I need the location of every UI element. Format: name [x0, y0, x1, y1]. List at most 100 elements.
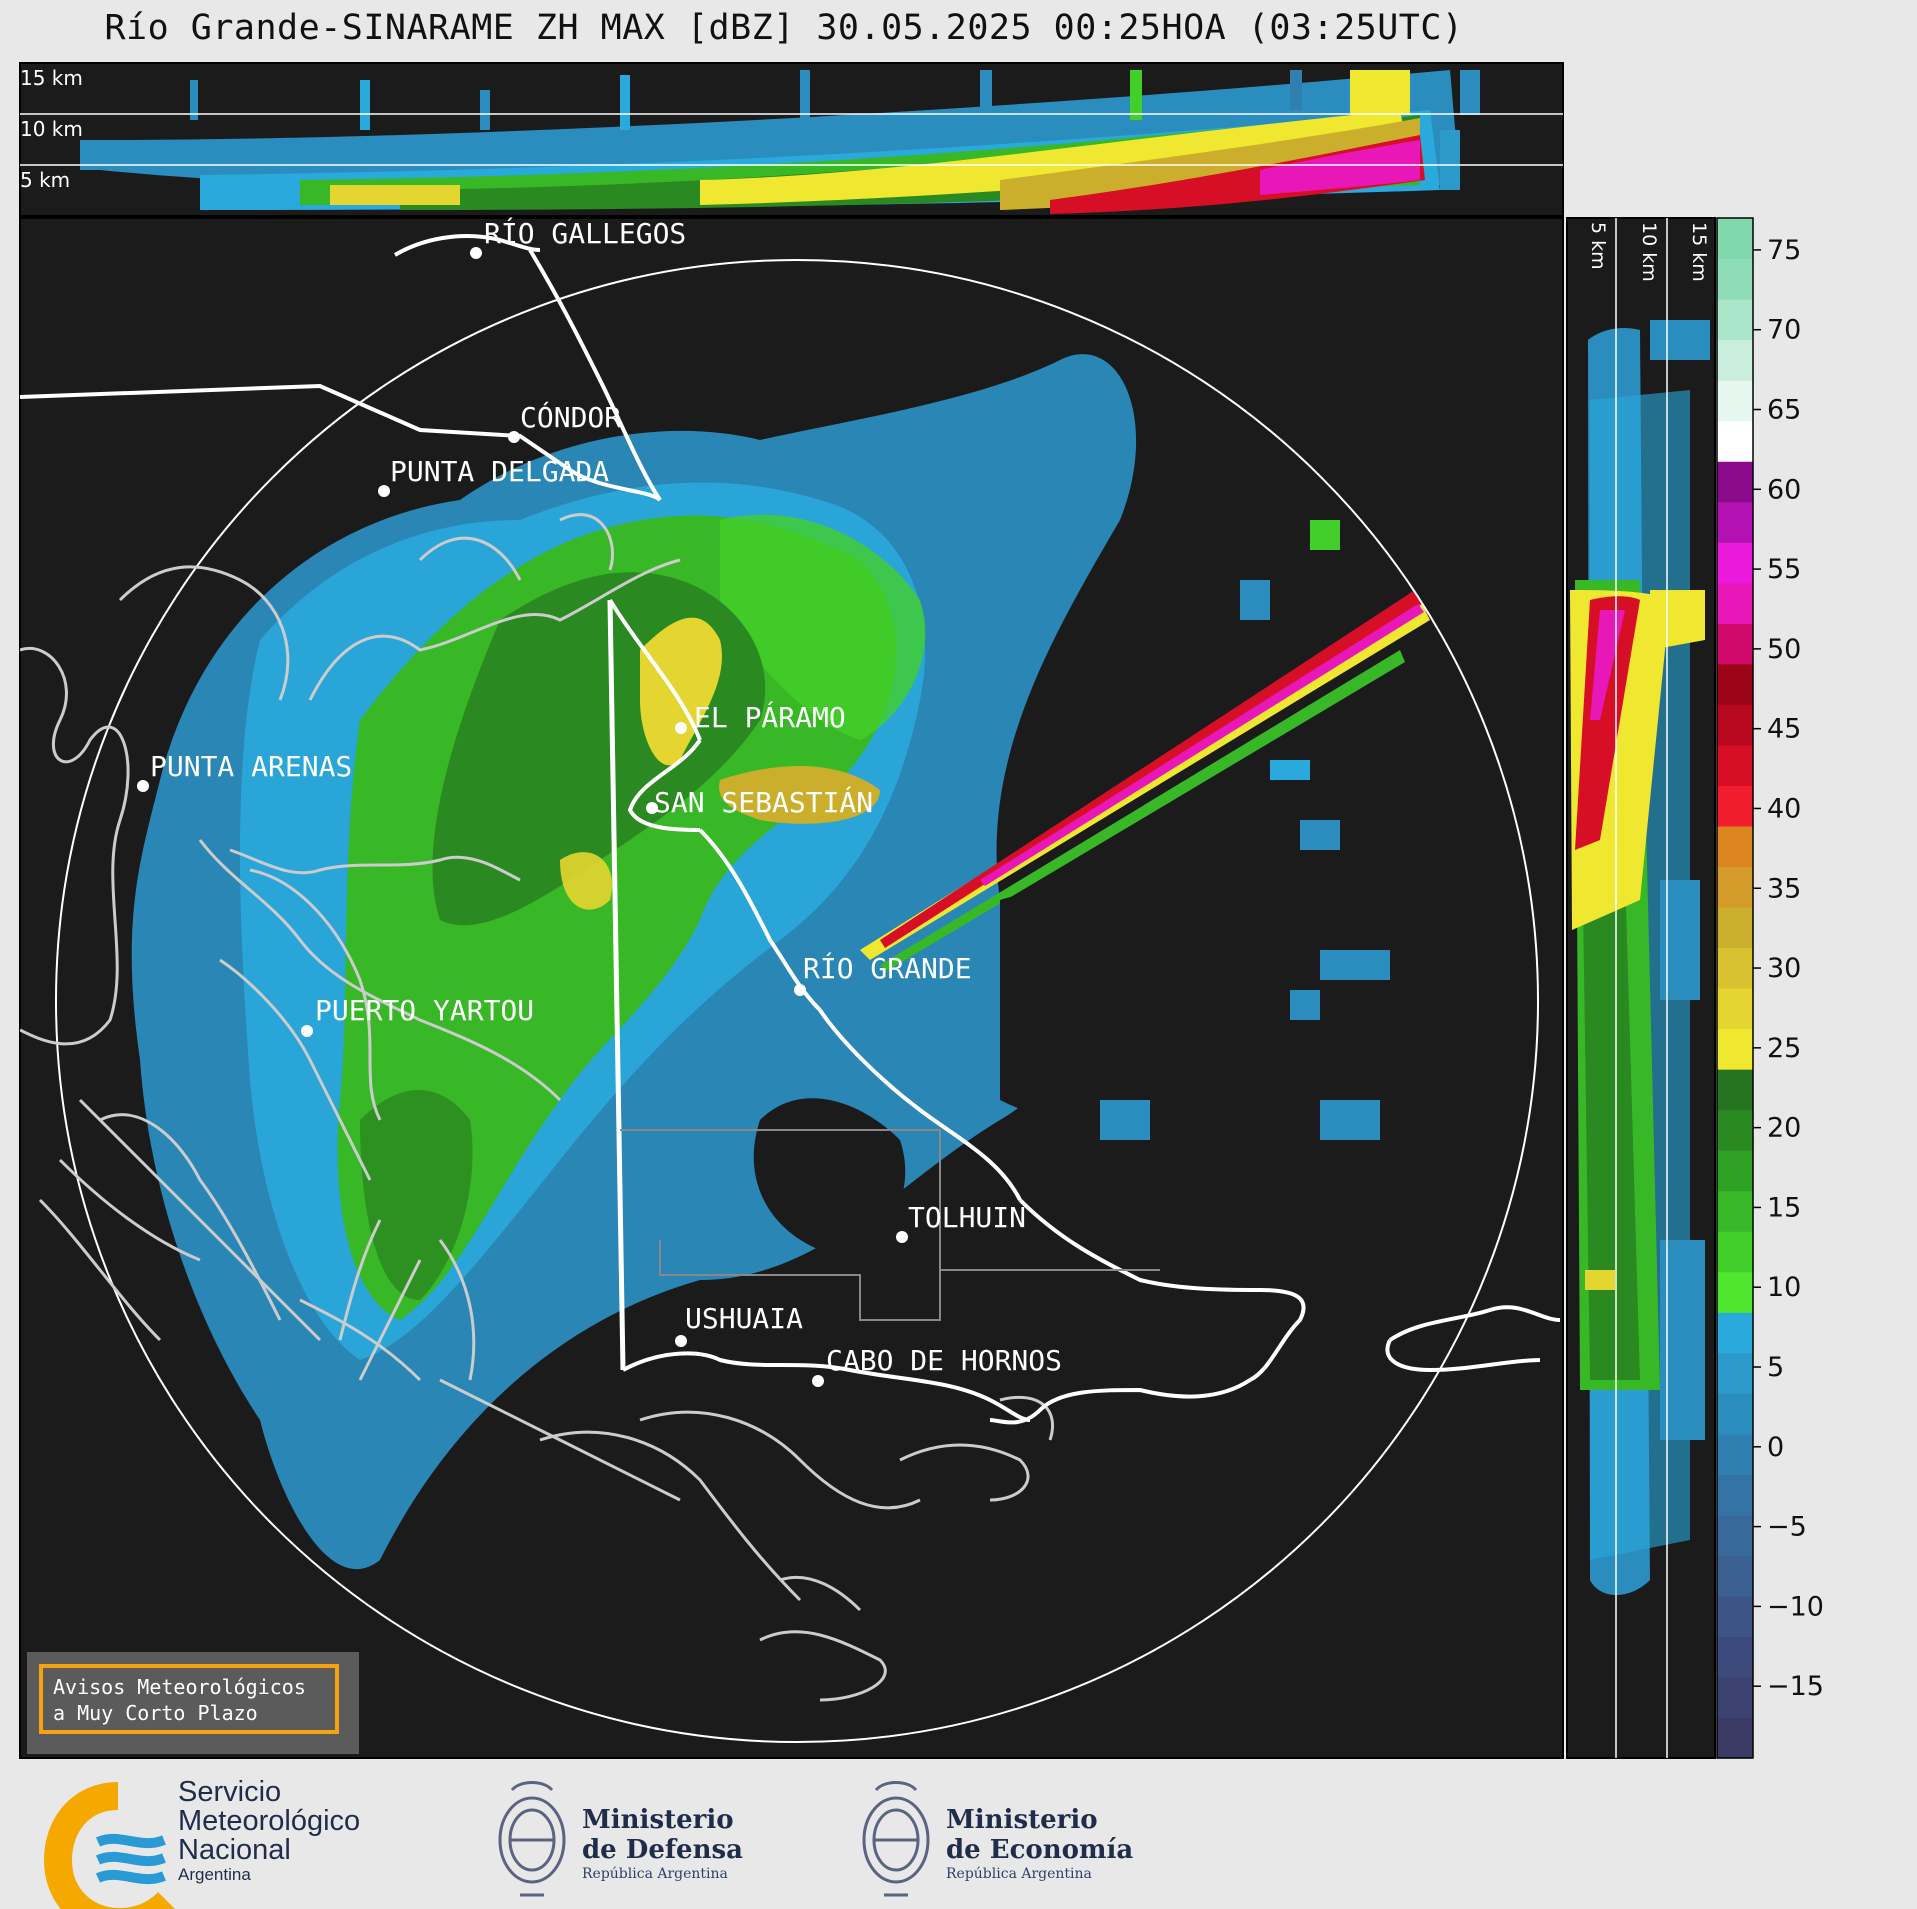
colorbar-tick-label: 30 [1767, 953, 1801, 984]
colorbar-tick-label: −5 [1767, 1512, 1807, 1543]
colorbar-swatch [1717, 785, 1753, 827]
colorbar-swatch [1717, 1433, 1753, 1475]
echo-yellow-3 [560, 852, 612, 910]
economia-line-2: de Economía [946, 1835, 1134, 1865]
colorbar-tick-label: 55 [1767, 554, 1801, 585]
city-label-rio-gallegos: RÍO GALLEGOS [484, 216, 686, 250]
colorbar-swatch [1717, 299, 1753, 341]
colorbar-swatch [1717, 947, 1753, 989]
colorbar-tick-label: 20 [1767, 1113, 1801, 1144]
colorbar-swatch [1717, 542, 1753, 584]
side-height-label-5: 5 km [1587, 222, 1609, 270]
colorbar-swatch [1717, 258, 1753, 300]
colorbar-swatch [1717, 218, 1753, 260]
smn-logo [43, 1782, 175, 1909]
top-height-label-10: 10 km [20, 117, 83, 141]
colorbar-swatch [1717, 1393, 1753, 1435]
economia-emblem [862, 1781, 930, 1897]
city-label-condor: CÓNDOR [520, 400, 621, 434]
city-label-ushuaia: USHUAIA [685, 1302, 803, 1335]
echo-yellow-paramo [640, 617, 722, 766]
colorbar-swatch [1717, 582, 1753, 624]
colorbar-tick-label: 65 [1767, 395, 1801, 426]
main-map-panel: RÍO GALLEGOS CÓNDOR PUNTA DELGADA PUNTA … [19, 216, 1564, 1759]
warning-line-2: a Muy Corto Plazo [53, 1701, 258, 1725]
warning-box: Avisos Meteorológicos a Muy Corto Plazo [27, 1652, 359, 1754]
echo-yellow-sebastian [719, 766, 880, 824]
top-height-label-5: 5 km [20, 168, 70, 192]
colorbar-swatch [1717, 501, 1753, 543]
echo-green-2 [720, 514, 926, 740]
colorbar-swatch [1717, 1636, 1753, 1678]
side-height-label-15: 15 km [1688, 222, 1710, 282]
colorbar-swatch [1717, 1676, 1753, 1719]
side-cross-section-panel: 5 km 10 km 15 km [1566, 217, 1716, 1759]
colorbar-tick-label: 15 [1767, 1192, 1801, 1223]
economia-line-3: República Argentina [946, 1866, 1092, 1882]
colorbar-swatch [1717, 1555, 1753, 1597]
colorbar-swatch [1717, 744, 1753, 786]
warning-line-1: Avisos Meteorológicos [53, 1675, 306, 1699]
city-label-tolhuin: TOLHUIN [908, 1201, 1026, 1234]
colorbar-tick-label: 40 [1767, 793, 1801, 824]
colorbar-swatch [1717, 906, 1753, 949]
colorbar-swatch [1717, 1352, 1753, 1394]
city-label-el-paramo: EL PÁRAMO [694, 700, 846, 734]
defensa-line-2: de Defensa [582, 1835, 743, 1865]
chart-title: Río Grande-SINARAME ZH MAX [dBZ] 30.05.2… [104, 8, 1464, 48]
colorbar-swatch [1717, 339, 1753, 381]
colorbar-tick-label: 10 [1767, 1272, 1801, 1303]
defensa-emblem [498, 1781, 566, 1897]
city-markers [137, 247, 908, 1387]
coastlines [20, 513, 1055, 1702]
colorbar-tick-label: −15 [1767, 1671, 1824, 1702]
city-label-cabo-de-hornos: CABO DE HORNOS [826, 1344, 1062, 1377]
colorbar-swatch [1717, 866, 1753, 908]
smn-line-3: Nacional [178, 1834, 291, 1866]
colorbar-swatch [1717, 1231, 1753, 1273]
city-label-rio-grande: RÍO GRANDE [803, 951, 972, 985]
colorbar-swatch [1717, 1271, 1753, 1313]
colorbar-tick-label: 35 [1767, 873, 1801, 904]
colorbar-tick-label: 60 [1767, 474, 1801, 505]
colorbar-tick-label: 70 [1767, 315, 1801, 346]
side-height-label-10: 10 km [1638, 222, 1660, 282]
colorbar-swatch [1717, 1717, 1753, 1759]
smn-line-4: Argentina [178, 1865, 251, 1884]
colorbar-swatch [1717, 380, 1753, 422]
top-height-label-15: 15 km [20, 66, 83, 90]
smn-line-1: Servicio [178, 1776, 282, 1808]
range-ring [55, 259, 1539, 1743]
colorbar-swatch [1717, 1514, 1753, 1556]
warning-box-frame: Avisos Meteorológicos a Muy Corto Plazo [39, 1664, 339, 1734]
top-cross-section-panel: 15 km 10 km 5 km [19, 62, 1564, 217]
colorbar-tick-label: 5 [1767, 1352, 1784, 1383]
colorbar-tick-label: 75 [1767, 235, 1801, 266]
colorbar-tick-label: 25 [1767, 1033, 1801, 1064]
ministerio-defensa-logo-text: Ministerio de Defensa República Argentin… [582, 1805, 743, 1883]
defensa-line-1: Ministerio [582, 1805, 734, 1835]
colorbar-swatch [1717, 1069, 1753, 1111]
economia-line-1: Ministerio [946, 1805, 1098, 1835]
colorbar-tick-label: −10 [1767, 1591, 1824, 1622]
colorbar-swatch [1717, 1028, 1753, 1070]
colorbar-swatch [1717, 1109, 1753, 1151]
city-label-punta-arenas: PUNTA ARENAS [150, 750, 352, 783]
colorbar-tick-label: 0 [1767, 1432, 1784, 1463]
colorbar-swatch [1717, 420, 1753, 462]
colorbar-tick-label: 45 [1767, 714, 1801, 745]
city-label-san-sebastian: SAN SEBASTIÁN [654, 785, 873, 819]
colorbar-swatch [1717, 1595, 1753, 1638]
colorbar-frame [1716, 217, 1754, 1759]
defensa-line-3: República Argentina [582, 1866, 728, 1882]
colorbar-swatch [1717, 663, 1753, 705]
city-label-puerto-yartou: PUERTO YARTOU [315, 994, 534, 1027]
colorbar-swatch [1717, 704, 1753, 746]
smn-line-2: Meteorológico [178, 1805, 361, 1837]
city-label-punta-delgada: PUNTA DELGADA [390, 455, 609, 488]
colorbar-swatch [1717, 1312, 1753, 1354]
colorbar-swatch [1717, 825, 1753, 868]
colorbar-swatch [1717, 461, 1753, 503]
